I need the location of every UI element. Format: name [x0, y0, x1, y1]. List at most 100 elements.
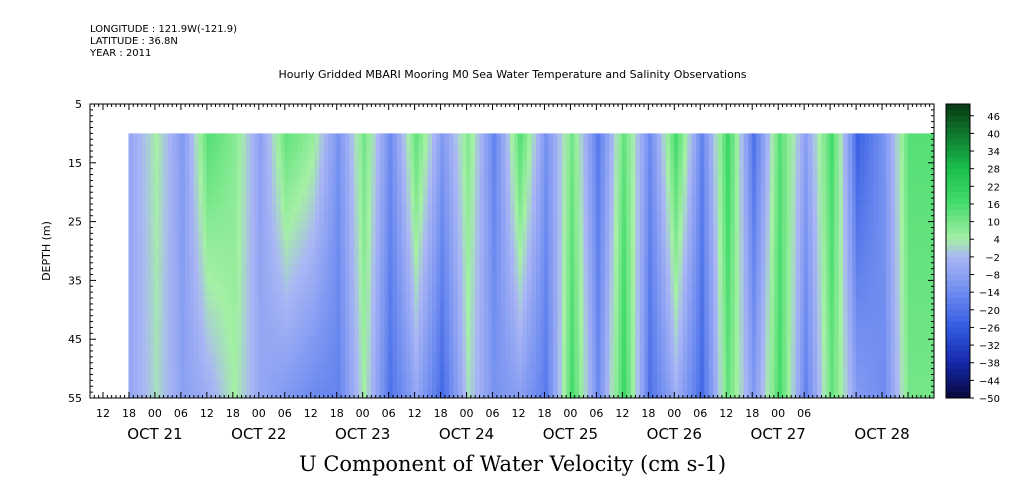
heatmap-cell — [440, 256, 446, 267]
heatmap-cell — [708, 309, 714, 320]
heatmap-cell — [288, 371, 294, 381]
heatmap-cell — [280, 327, 286, 337]
heatmap-cell — [661, 274, 667, 284]
heatmap-cell — [397, 186, 403, 196]
heatmap-cell — [595, 177, 601, 187]
heatmap-cell — [189, 327, 195, 337]
heatmap-cell — [782, 133, 788, 143]
heatmap-cell — [410, 336, 416, 346]
heatmap-cell — [826, 265, 832, 276]
heatmap-cell — [475, 168, 481, 179]
heatmap-cell — [250, 133, 256, 143]
heatmap-cell — [241, 133, 247, 143]
heatmap-cell — [566, 142, 572, 152]
heatmap-cell — [267, 353, 273, 364]
heatmap-cell — [531, 186, 537, 196]
heatmap-cell — [154, 327, 160, 337]
heatmap-cell — [734, 230, 740, 240]
heatmap-cell — [488, 327, 494, 337]
heatmap-cell — [141, 142, 148, 152]
heatmap-cell — [336, 336, 342, 346]
heatmap-cell — [751, 248, 757, 258]
heatmap-cell — [561, 309, 568, 320]
heatmap-cell — [475, 318, 481, 329]
heatmap-cell — [406, 336, 412, 346]
heatmap-cell — [488, 362, 494, 373]
heatmap-cell — [328, 256, 334, 267]
heatmap-cell — [595, 380, 601, 390]
heatmap-cell — [314, 265, 320, 276]
heatmap-cell — [647, 336, 653, 346]
heatmap-cell — [696, 283, 702, 293]
heatmap-cell — [791, 371, 797, 381]
heatmap-cell — [717, 256, 723, 267]
heatmap-cell — [414, 256, 420, 267]
heatmap-cell — [206, 212, 212, 223]
heatmap-cell — [769, 380, 775, 390]
heatmap-cell — [540, 168, 546, 179]
heatmap-cell — [432, 380, 438, 390]
heatmap-cell — [722, 353, 728, 364]
heatmap-cell — [462, 151, 468, 161]
heatmap-cell — [288, 318, 294, 329]
heatmap-cell — [224, 133, 230, 143]
heatmap-cell — [769, 309, 775, 320]
heatmap-cell — [215, 353, 221, 364]
heatmap-cell — [444, 221, 450, 232]
heatmap-cell — [847, 230, 853, 240]
heatmap-cell — [306, 203, 312, 214]
heatmap-cell — [557, 389, 563, 398]
heatmap-cell — [756, 292, 762, 302]
heatmap-cell — [739, 292, 745, 302]
heatmap-cell — [280, 336, 286, 346]
heatmap-cell — [470, 203, 476, 214]
heatmap-cell — [531, 362, 537, 373]
heatmap-cell — [566, 195, 572, 205]
heatmap-cell — [510, 336, 516, 346]
heatmap-cell — [362, 283, 368, 293]
heatmap-cell — [543, 345, 550, 355]
heatmap-cell — [384, 239, 390, 249]
heatmap-cell — [786, 300, 792, 311]
heatmap-cell — [362, 362, 368, 373]
heatmap-cell — [535, 274, 542, 284]
heatmap-cell — [236, 195, 242, 205]
heatmap-cell — [397, 389, 403, 398]
heatmap-cell — [392, 389, 398, 398]
heatmap-cell — [488, 221, 494, 232]
heatmap-cell — [193, 389, 199, 398]
heatmap-cell — [566, 256, 572, 267]
heatmap-cell — [808, 362, 814, 373]
heatmap-cell — [777, 142, 783, 152]
heatmap-cell — [189, 336, 195, 346]
heatmap-cell — [288, 362, 294, 373]
heatmap-cell — [354, 203, 360, 214]
heatmap-cell — [310, 380, 316, 390]
heatmap-cell — [137, 371, 143, 381]
heatmap-cell — [276, 345, 282, 355]
heatmap-cell — [258, 380, 264, 390]
heatmap-cell — [423, 203, 429, 214]
heatmap-cell — [613, 221, 619, 232]
heatmap-cell — [458, 142, 464, 152]
heatmap-cell — [505, 274, 511, 284]
heatmap-cell — [678, 168, 684, 179]
heatmap-cell — [760, 345, 766, 355]
heatmap-cell — [137, 230, 143, 240]
heatmap-cell — [414, 283, 420, 293]
heatmap-cell — [543, 142, 550, 152]
heatmap-cell — [406, 239, 412, 249]
heatmap-cell — [847, 203, 853, 214]
heatmap-cell — [206, 345, 212, 355]
heatmap-cell — [236, 380, 242, 390]
heatmap-cell — [297, 159, 303, 170]
heatmap-cell — [557, 168, 563, 179]
heatmap-cell — [725, 353, 731, 364]
heatmap-cell — [777, 353, 783, 364]
heatmap-cell — [635, 151, 641, 161]
heatmap-cell — [569, 274, 576, 284]
heatmap-cell — [245, 309, 251, 320]
heatmap-cell — [254, 283, 260, 293]
heatmap-cell — [743, 380, 749, 390]
heatmap-cell — [210, 274, 216, 284]
